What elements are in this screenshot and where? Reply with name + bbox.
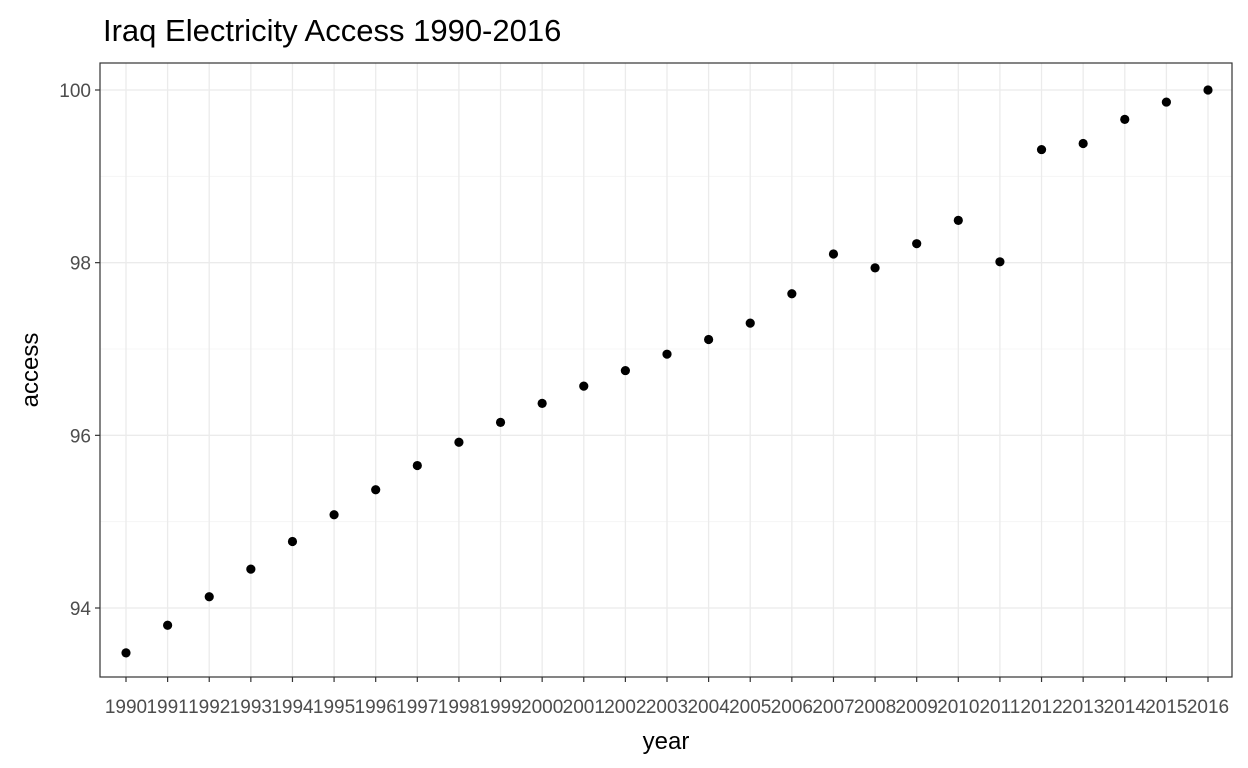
data-point [745, 318, 755, 328]
x-tick-label: 2004 [687, 697, 730, 718]
x-tick-label: 2012 [1020, 697, 1062, 718]
data-point [204, 592, 214, 602]
data-point [329, 510, 339, 520]
x-tick-label: 2007 [812, 697, 854, 718]
x-tick-label: 2008 [854, 697, 896, 718]
x-tick-label: 1991 [146, 697, 188, 718]
data-point [454, 437, 464, 447]
data-point [828, 249, 839, 259]
data-point [287, 536, 298, 547]
x-tick-label: 2011 [979, 697, 1020, 718]
data-point [1036, 144, 1047, 155]
x-axis-title: year [643, 728, 690, 755]
x-tick-label: 2016 [1187, 697, 1229, 718]
x-axis: 1990 1991 1992 1993 1994 1995 1996 1997 1998 1999… [105, 677, 1229, 718]
x-tick-label: 2010 [937, 697, 979, 718]
data-point [912, 239, 922, 249]
x-tick-label: 1992 [188, 697, 230, 718]
data-point [537, 398, 547, 408]
data-point [246, 564, 256, 574]
x-tick-label: 2000 [521, 697, 563, 718]
data-point [953, 215, 963, 225]
data-point [870, 263, 880, 273]
chart-title: Iraq Electricity Access 1990-2016 [103, 13, 561, 48]
data-point [412, 460, 422, 471]
x-tick-label: 1998 [438, 697, 480, 718]
x-tick-label: 2005 [729, 697, 771, 718]
plot-panel [99, 62, 1233, 678]
data-point [163, 620, 173, 630]
data-point [1120, 114, 1130, 124]
x-tick-label: 1993 [230, 697, 272, 718]
data-point [704, 334, 714, 345]
x-tick-label: 2002 [604, 697, 646, 718]
x-tick-label: 2009 [896, 697, 938, 718]
x-tick-label: 1996 [355, 697, 397, 718]
x-tick-label: 2006 [771, 697, 813, 718]
data-point [787, 289, 797, 299]
data-point [1161, 97, 1171, 107]
y-axis-title: access [17, 333, 44, 408]
x-tick-label: 2014 [1104, 697, 1147, 718]
x-tick-label: 1995 [313, 697, 355, 718]
data-point [995, 257, 1005, 267]
data-point [371, 485, 381, 495]
y-tick-label: 98 [70, 254, 91, 275]
x-tick-label: 2013 [1062, 697, 1104, 718]
y-axis: 94 96 98 100 [59, 81, 100, 620]
data-point [620, 365, 630, 376]
data-point [495, 417, 506, 427]
data-point [1203, 85, 1213, 95]
y-tick-label: 94 [70, 599, 92, 620]
x-tick-label: 2015 [1145, 697, 1187, 718]
y-tick-label: 100 [59, 81, 91, 102]
data-point [1078, 138, 1088, 149]
x-tick-label: 2003 [646, 697, 688, 718]
data-point [662, 349, 672, 359]
gridlines [100, 63, 1232, 677]
x-tick-label: 1990 [105, 697, 147, 718]
x-tick-label: 1999 [479, 697, 521, 718]
data-point [121, 648, 131, 658]
y-tick-label: 96 [70, 426, 91, 447]
x-tick-label: 2001 [563, 697, 605, 718]
x-tick-label: 1994 [271, 697, 314, 718]
x-tick-label: 1997 [396, 697, 438, 718]
data-points [121, 85, 1213, 658]
data-point [579, 381, 589, 391]
